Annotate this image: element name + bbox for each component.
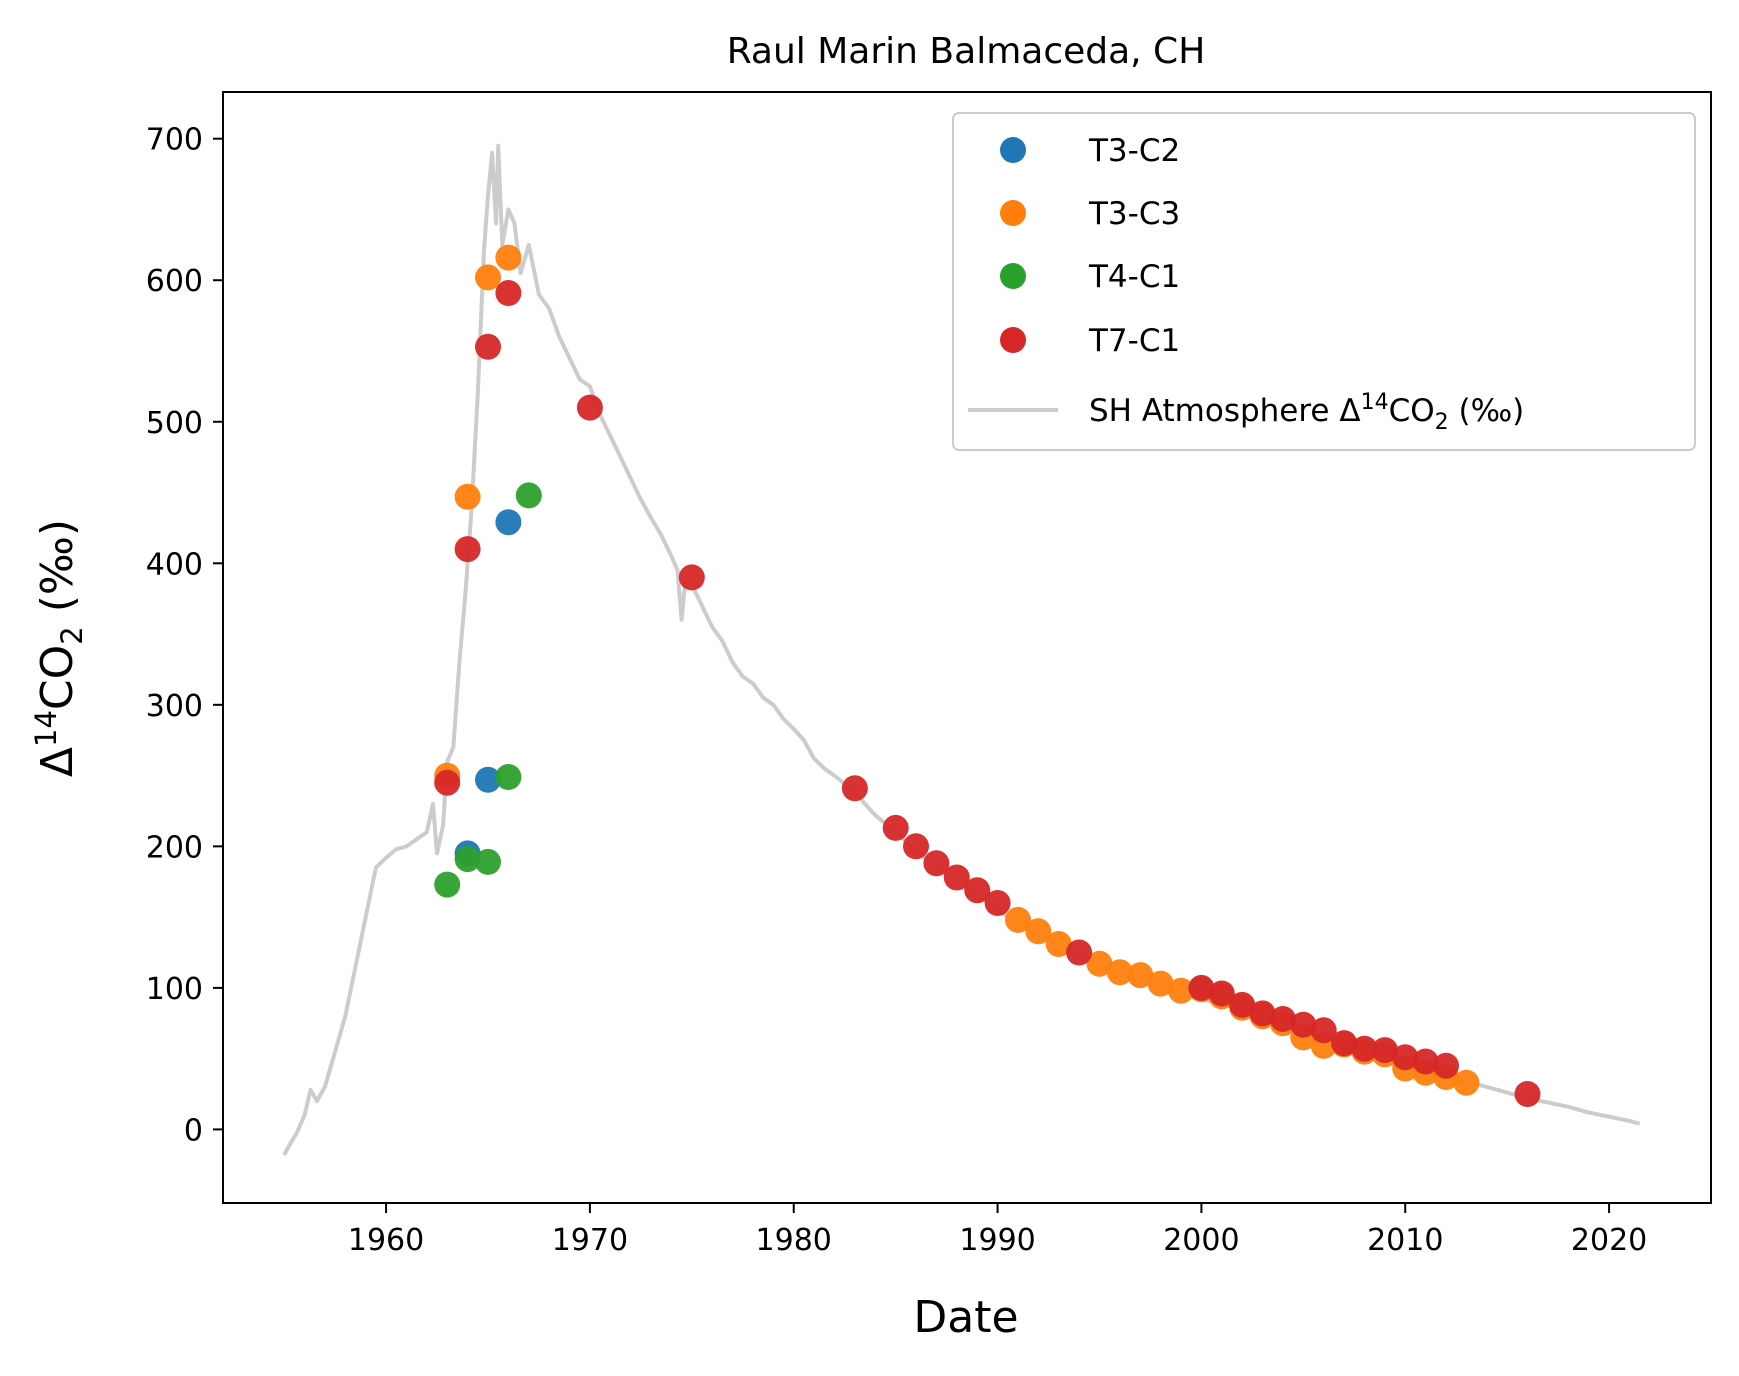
- data-point: [1269, 1006, 1296, 1032]
- data-point: [1351, 1035, 1378, 1062]
- data-point: [923, 850, 950, 877]
- data-point: [1025, 918, 1052, 945]
- data-point: [495, 764, 522, 790]
- data-point: [1392, 1044, 1419, 1071]
- data-point: [1229, 991, 1256, 1018]
- y-tick-label: 300: [146, 689, 203, 724]
- series-layer: [282, 143, 1641, 1156]
- data-point: [454, 536, 481, 563]
- data-point: [1249, 1000, 1276, 1027]
- chart-title: Raul Marin Balmaceda, CH: [727, 31, 1206, 72]
- series-t7-c1: [434, 280, 1541, 1107]
- data-point: [1168, 977, 1194, 1004]
- data-point: [1371, 1037, 1398, 1064]
- y-tick-label: 700: [146, 123, 203, 158]
- data-point: [984, 890, 1011, 916]
- y-tick-label: 400: [146, 547, 203, 582]
- legend-label: T3-C2: [1088, 133, 1180, 169]
- legend-marker: [1000, 200, 1026, 226]
- data-point: [1127, 962, 1154, 989]
- data-point: [1045, 931, 1072, 957]
- data-point: [841, 775, 868, 802]
- legend-marker: [1000, 263, 1026, 289]
- data-point: [678, 564, 705, 591]
- series-t4-c1: [434, 482, 542, 898]
- data-point: [1310, 1017, 1337, 1044]
- data-point: [1005, 906, 1031, 933]
- y-tick-label: 0: [184, 1113, 203, 1148]
- x-tick-label: 2010: [1367, 1223, 1443, 1258]
- data-point: [495, 280, 522, 306]
- data-point: [1106, 959, 1133, 986]
- data-point: [1290, 1011, 1317, 1038]
- data-point: [1147, 970, 1174, 997]
- y-tick-label: 600: [146, 264, 203, 299]
- legend-marker: [1000, 137, 1026, 163]
- axes: 1960 1970 1980 1990 2000 2010 2020 0 100 200 300 40…: [146, 123, 1648, 1258]
- data-point: [475, 264, 501, 291]
- data-point: [903, 833, 929, 860]
- data-point: [1208, 980, 1235, 1007]
- data-point: [1514, 1081, 1541, 1107]
- data-point: [943, 864, 970, 891]
- data-point: [882, 814, 909, 841]
- series-t3-c2: [454, 509, 522, 867]
- data-point: [576, 394, 603, 421]
- y-tick-label: 100: [146, 972, 203, 1007]
- data-point: [495, 509, 522, 536]
- x-tick-label: 2000: [1163, 1223, 1239, 1258]
- x-tick-label: 1990: [959, 1223, 1035, 1258]
- y-axis-label: Δ14CO2 (‰): [29, 519, 89, 777]
- data-point: [1086, 950, 1113, 977]
- data-point: [434, 769, 461, 796]
- y-tick-label: 200: [146, 830, 203, 865]
- svg-text:Δ14CO2 (‰): Δ14CO2 (‰): [29, 519, 89, 777]
- legend-label: T7-C1: [1088, 323, 1180, 359]
- data-point: [964, 877, 991, 904]
- data-point: [1453, 1069, 1480, 1096]
- legend-label: T3-C3: [1088, 196, 1180, 232]
- data-point: [475, 333, 501, 360]
- data-point: [1433, 1052, 1459, 1079]
- x-tick-label: 1960: [348, 1223, 424, 1258]
- data-point: [475, 766, 501, 793]
- legend-label: SH Atmosphere Δ14CO2 (‰): [1089, 390, 1524, 435]
- x-tick-label: 1980: [756, 1223, 832, 1258]
- x-tick-label: 2020: [1571, 1223, 1647, 1258]
- data-point: [434, 871, 461, 898]
- data-point: [1066, 939, 1093, 966]
- data-point: [454, 483, 481, 510]
- data-point: [495, 244, 522, 271]
- x-axis-label: Date: [913, 1292, 1018, 1343]
- data-point: [1412, 1048, 1439, 1075]
- x-tick-label: 1970: [552, 1223, 628, 1258]
- y-tick-label: 500: [146, 406, 203, 441]
- data-point: [475, 848, 501, 875]
- data-point: [1331, 1030, 1358, 1057]
- legend-box: [952, 112, 1696, 451]
- data-point: [454, 846, 481, 873]
- plot-frame: [222, 91, 1712, 1204]
- data-point: [515, 482, 542, 509]
- legend: T3-C2 T3-C3 T4-C1 T7-C1 SH Atmosphere Δ14CO2…: [952, 112, 1696, 451]
- data-point: [1188, 974, 1215, 1001]
- legend-marker: [1000, 327, 1026, 353]
- legend-label: T4-C1: [1088, 259, 1180, 295]
